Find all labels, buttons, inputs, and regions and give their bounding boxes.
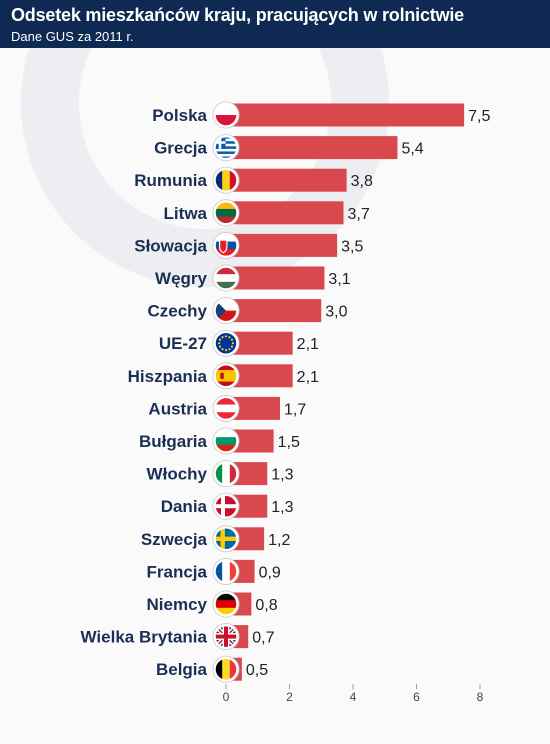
category-label: Niemcy (147, 595, 208, 614)
bar-row: UE-27 2,1 (159, 329, 319, 357)
value-label: 1,5 (278, 434, 300, 451)
romania-flag-icon (212, 166, 240, 194)
greece-flag-icon (212, 134, 240, 162)
bar-row: Bułgaria 1,5 (139, 427, 300, 455)
value-label: 1,3 (271, 467, 293, 484)
bar (226, 396, 280, 420)
bar (226, 266, 325, 290)
bar (226, 168, 347, 192)
value-label: 7,5 (468, 108, 490, 125)
italy-flag-icon (212, 460, 240, 488)
bar-row: Polska 7,5 (152, 101, 490, 129)
value-label: 2,1 (297, 369, 319, 386)
value-label: 1,7 (284, 401, 306, 418)
value-label: 3,7 (347, 206, 369, 223)
bar (226, 103, 465, 127)
value-label: 0,5 (246, 662, 268, 679)
bar-row: Hiszpania 2,1 (128, 362, 319, 390)
bar (226, 201, 344, 225)
x-tick-label: 0 (223, 690, 230, 704)
chart-subtitle: Dane GUS za 2011 r. (11, 29, 134, 44)
value-label: 3,0 (325, 304, 347, 321)
germany-flag-icon (212, 590, 240, 618)
bulgaria-flag-icon (212, 427, 240, 455)
category-label: Belgia (156, 660, 208, 679)
eu-flag-icon (212, 329, 240, 357)
bar-row: Austria 1,7 (148, 394, 306, 422)
bar-row: Węgry 3,1 (155, 264, 351, 292)
sweden-flag-icon (212, 525, 240, 553)
bar-row: Grecja 5,4 (154, 134, 424, 162)
value-label: 0,9 (259, 564, 281, 581)
category-label: Dania (161, 497, 208, 516)
category-label: Polska (152, 106, 207, 125)
poland-flag-icon (212, 101, 240, 129)
france-flag-icon (212, 557, 240, 585)
czech-flag-icon (212, 297, 240, 325)
bar (226, 331, 293, 355)
x-tick-label: 6 (413, 690, 420, 704)
category-label: Rumunia (134, 171, 207, 190)
value-label: 5,4 (401, 141, 423, 158)
bar-row: Wielka Brytania 0,7 (81, 623, 275, 651)
category-label: UE-27 (159, 334, 207, 353)
category-label: Szwecja (141, 530, 208, 549)
value-label: 0,8 (255, 597, 277, 614)
bar-row: Belgia 0,5 (156, 655, 268, 683)
category-label: Grecja (154, 139, 207, 158)
bar-row: Rumunia 3,8 (134, 166, 373, 194)
category-label: Wielka Brytania (81, 628, 208, 647)
denmark-flag-icon (212, 492, 240, 520)
x-tick-label: 4 (350, 690, 357, 704)
bar-row: Niemcy 0,8 (147, 590, 278, 618)
spain-flag-icon (212, 362, 240, 390)
bar-row: Słowacja 3,5 (134, 231, 363, 259)
category-label: Hiszpania (128, 367, 208, 386)
category-label: Francja (147, 562, 208, 581)
bar (226, 233, 338, 257)
bar-row: Litwa 3,7 (164, 199, 370, 227)
x-tick-label: 2 (286, 690, 293, 704)
value-label: 0,7 (252, 630, 274, 647)
category-label: Słowacja (134, 236, 207, 255)
category-label: Węgry (155, 269, 208, 288)
category-label: Włochy (147, 465, 208, 484)
bar-row: Czechy 3,0 (147, 297, 348, 325)
category-label: Bułgaria (139, 432, 208, 451)
value-label: 3,1 (328, 271, 350, 288)
bar (226, 136, 398, 160)
value-label: 1,3 (271, 499, 293, 516)
x-tick-label: 8 (477, 690, 484, 704)
bar (226, 364, 293, 388)
lithuania-flag-icon (212, 199, 240, 227)
value-label: 1,2 (268, 532, 290, 549)
background-watermark (21, 48, 389, 287)
belgium-flag-icon (212, 655, 240, 683)
chart-header: Odsetek mieszkańców kraju, pracujących w… (0, 0, 550, 48)
slovakia-flag-icon (212, 231, 240, 259)
bar (226, 299, 322, 323)
chart-title: Odsetek mieszkańców kraju, pracujących w… (11, 5, 464, 25)
value-label: 3,8 (351, 173, 373, 190)
hungary-flag-icon (212, 264, 240, 292)
uk-flag-icon (212, 623, 240, 651)
bar-row: Dania 1,3 (161, 492, 294, 520)
austria-flag-icon (212, 394, 240, 422)
bar-row: Francja 0,9 (147, 557, 281, 585)
category-label: Austria (148, 399, 207, 418)
category-label: Czechy (147, 302, 207, 321)
category-label: Litwa (164, 204, 208, 223)
bar-row: Włochy 1,3 (147, 460, 294, 488)
bar-row: Szwecja 1,2 (141, 525, 290, 553)
value-label: 3,5 (341, 238, 363, 255)
value-label: 2,1 (297, 336, 319, 353)
